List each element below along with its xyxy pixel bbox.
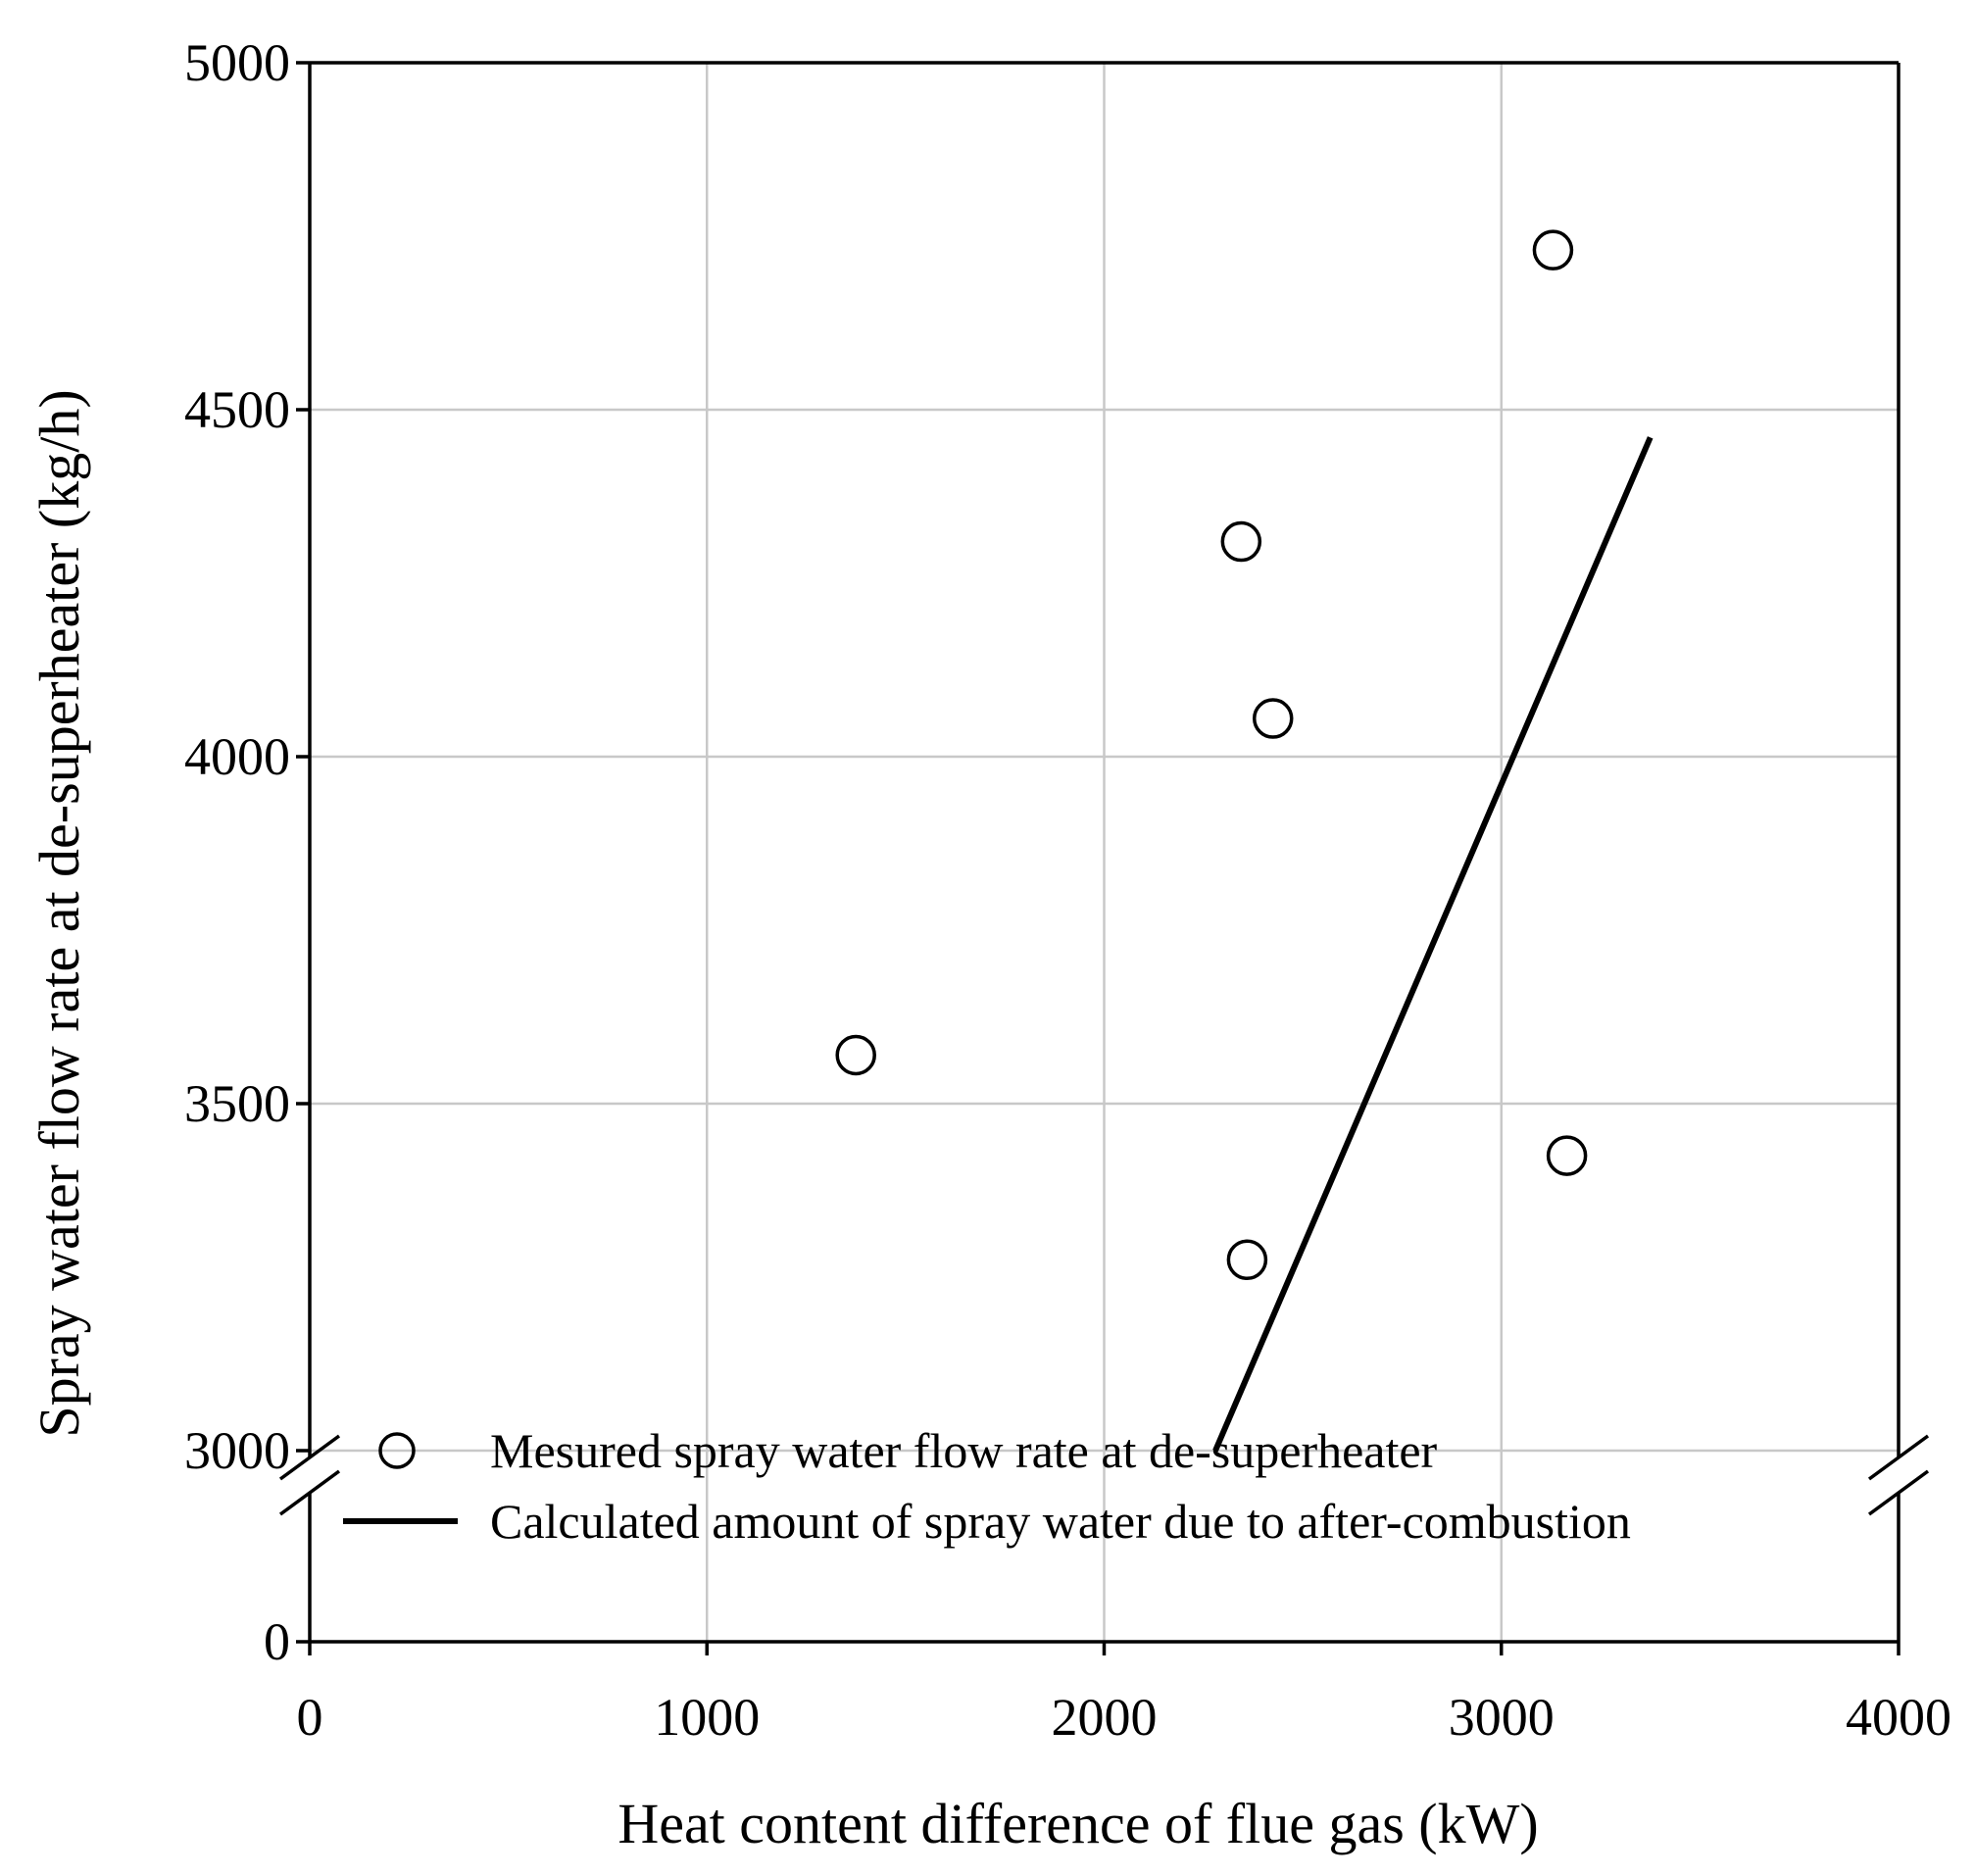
data-point-measured	[835, 1034, 876, 1076]
x-tick-label: 0	[297, 1688, 323, 1747]
data-point-measured	[1252, 698, 1294, 739]
data-point-measured	[1226, 1239, 1268, 1281]
axis-break-gap-right	[1891, 1457, 1906, 1493]
legend-label-calculated: Calculated amount of spray water due to …	[490, 1494, 1631, 1549]
grid-layer	[310, 63, 1899, 1642]
x-tick-label: 4000	[1846, 1688, 1951, 1747]
legend-marker-measured	[378, 1432, 416, 1469]
y-tick-label: 0	[264, 1612, 290, 1671]
data-point-measured	[1220, 520, 1262, 563]
y-tick-label: 3500	[184, 1074, 290, 1133]
y-axis-label: Spray water flow rate at de-superheater …	[27, 389, 91, 1437]
y-tick-label: 3000	[184, 1421, 290, 1480]
legend: Mesured spray water flow rate at de-supe…	[343, 1423, 1631, 1549]
calculated-line	[1212, 436, 1654, 1453]
axis-break-gap-left	[302, 1457, 318, 1493]
data-point-measured	[1532, 229, 1574, 271]
axis-ticks: 0 1000 2000 3000 4000 0 3000 3500 4000 4500 5000	[184, 33, 1951, 1747]
legend-label-measured: Mesured spray water flow rate at de-supe…	[490, 1423, 1438, 1478]
x-axis-label: Heat content difference of flue gas (kW)	[617, 1792, 1538, 1855]
y-tick-label: 5000	[184, 33, 290, 92]
x-tick-label: 1000	[654, 1688, 760, 1747]
y-tick-label: 4000	[184, 727, 290, 786]
x-tick-label: 3000	[1449, 1688, 1555, 1747]
y-tick-label: 4500	[184, 380, 290, 439]
x-tick-label: 2000	[1052, 1688, 1158, 1747]
data-point-measured	[1546, 1135, 1588, 1176]
data-layer	[835, 229, 1654, 1453]
